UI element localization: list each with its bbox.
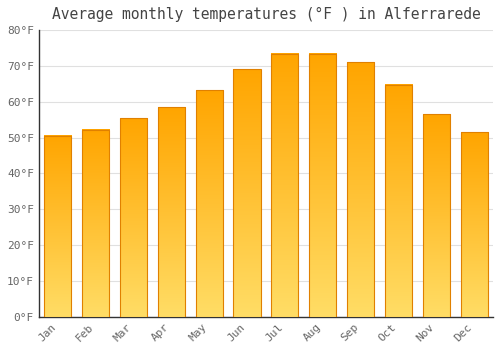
Bar xyxy=(347,62,374,317)
Bar xyxy=(158,107,185,317)
Bar xyxy=(234,70,260,317)
Title: Average monthly temperatures (°F ) in Alferrarede: Average monthly temperatures (°F ) in Al… xyxy=(52,7,480,22)
Bar xyxy=(385,85,412,317)
Bar xyxy=(309,54,336,317)
Bar xyxy=(82,130,109,317)
Bar xyxy=(120,118,147,317)
Bar xyxy=(422,114,450,317)
Bar xyxy=(44,136,72,317)
Bar xyxy=(196,90,223,317)
Bar xyxy=(271,54,298,317)
Bar xyxy=(460,132,488,317)
